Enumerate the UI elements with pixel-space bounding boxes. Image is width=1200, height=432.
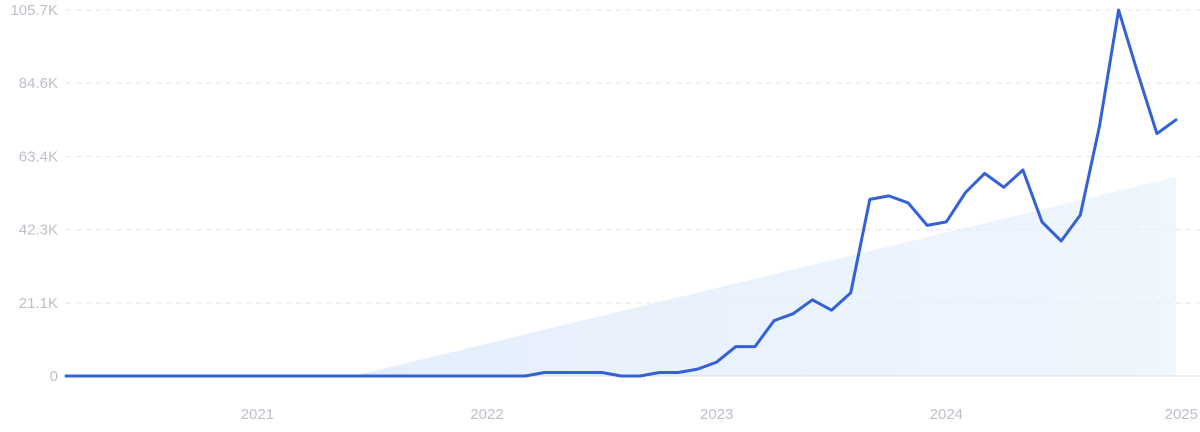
data-point (868, 197, 872, 201)
y-tick-label: 63.4K (19, 148, 58, 165)
trend-area (353, 176, 1176, 376)
data-point (791, 312, 795, 316)
data-point (1059, 239, 1063, 243)
x-axis-tick-labels: 2021 2022 2023 2024 2025 (241, 406, 1198, 423)
data-point (542, 371, 546, 375)
data-point (772, 319, 776, 323)
data-point (1174, 118, 1178, 122)
data-point (753, 345, 757, 349)
data-point (983, 171, 987, 175)
data-point (715, 360, 719, 364)
data-point (619, 374, 623, 378)
data-point (351, 374, 355, 378)
y-tick-label: 84.6K (19, 75, 58, 92)
data-point (696, 367, 700, 371)
data-point (1097, 125, 1101, 129)
x-tick-label: 2021 (241, 406, 274, 423)
y-tick-label: 21.1K (19, 295, 58, 312)
data-point (925, 223, 929, 227)
data-point (1002, 185, 1006, 189)
x-tick-label: 2025 (1165, 406, 1198, 423)
data-point (523, 374, 527, 378)
y-tick-label: 0 (50, 368, 58, 385)
trend-area-shape (353, 176, 1176, 376)
data-point (1117, 8, 1121, 12)
series-line (64, 8, 1178, 378)
data-point (849, 291, 853, 295)
data-point (562, 371, 566, 375)
data-point (810, 298, 814, 302)
data-point (1136, 71, 1140, 75)
data-point (830, 308, 834, 312)
data-point (64, 374, 68, 378)
data-point (1078, 213, 1082, 217)
data-point (963, 190, 967, 194)
data-point (1040, 220, 1044, 224)
x-tick-label: 2023 (700, 406, 733, 423)
series-layer (64, 8, 1178, 378)
data-point (1155, 132, 1159, 136)
x-tick-label: 2022 (470, 406, 503, 423)
data-point (581, 371, 585, 375)
data-point (657, 371, 661, 375)
y-tick-label: 42.3K (19, 222, 58, 239)
data-point (734, 345, 738, 349)
data-point (638, 374, 642, 378)
y-tick-label: 105.7K (10, 2, 58, 19)
data-point (1021, 168, 1025, 172)
data-point (906, 201, 910, 205)
data-point (408, 374, 412, 378)
data-point (887, 194, 891, 198)
data-point (600, 371, 604, 375)
data-point (676, 371, 680, 375)
x-tick-label: 2024 (930, 406, 963, 423)
data-point (944, 220, 948, 224)
y-axis-tick-labels: 0 21.1K 42.3K 63.4K 84.6K 105.7K (10, 2, 58, 385)
